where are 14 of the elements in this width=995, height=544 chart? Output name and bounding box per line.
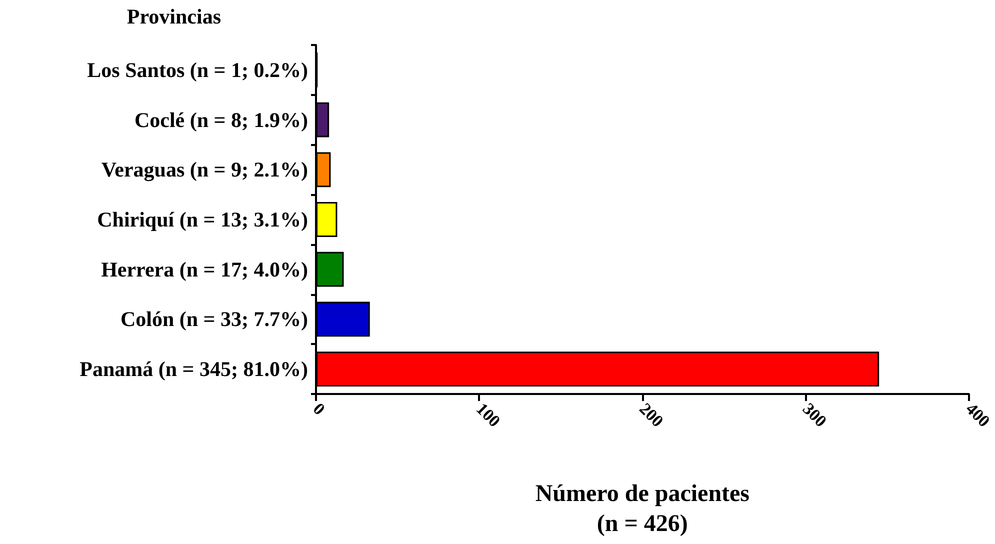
x-tick-label: 100 xyxy=(472,399,504,431)
x-tick-label: 0 xyxy=(309,399,329,419)
y-tick-label: Herrera (n = 17; 4.0%) xyxy=(101,257,308,282)
y-tick-label: Veraguas (n = 9; 2.1%) xyxy=(101,158,308,182)
x-tick-label: 400 xyxy=(962,399,994,431)
x-axis-title: Número de pacientes (n = 426) xyxy=(535,481,750,537)
y-tick-label: Coclé (n = 8; 1.9%) xyxy=(134,108,308,132)
x-tick-label: 200 xyxy=(636,399,668,431)
y-tick-label: Panamá (n = 345; 81.0%) xyxy=(80,357,308,382)
y-tick-label: Chiriquí (n = 13; 3.1%) xyxy=(97,208,308,232)
x-tick-label: 300 xyxy=(798,399,830,431)
y-axis-title: Provincias xyxy=(126,4,221,28)
y-tick-label: Los Santos (n = 1; 0.2%) xyxy=(87,58,308,82)
y-tick-label: Colón (n = 33; 7.7%) xyxy=(120,307,308,332)
